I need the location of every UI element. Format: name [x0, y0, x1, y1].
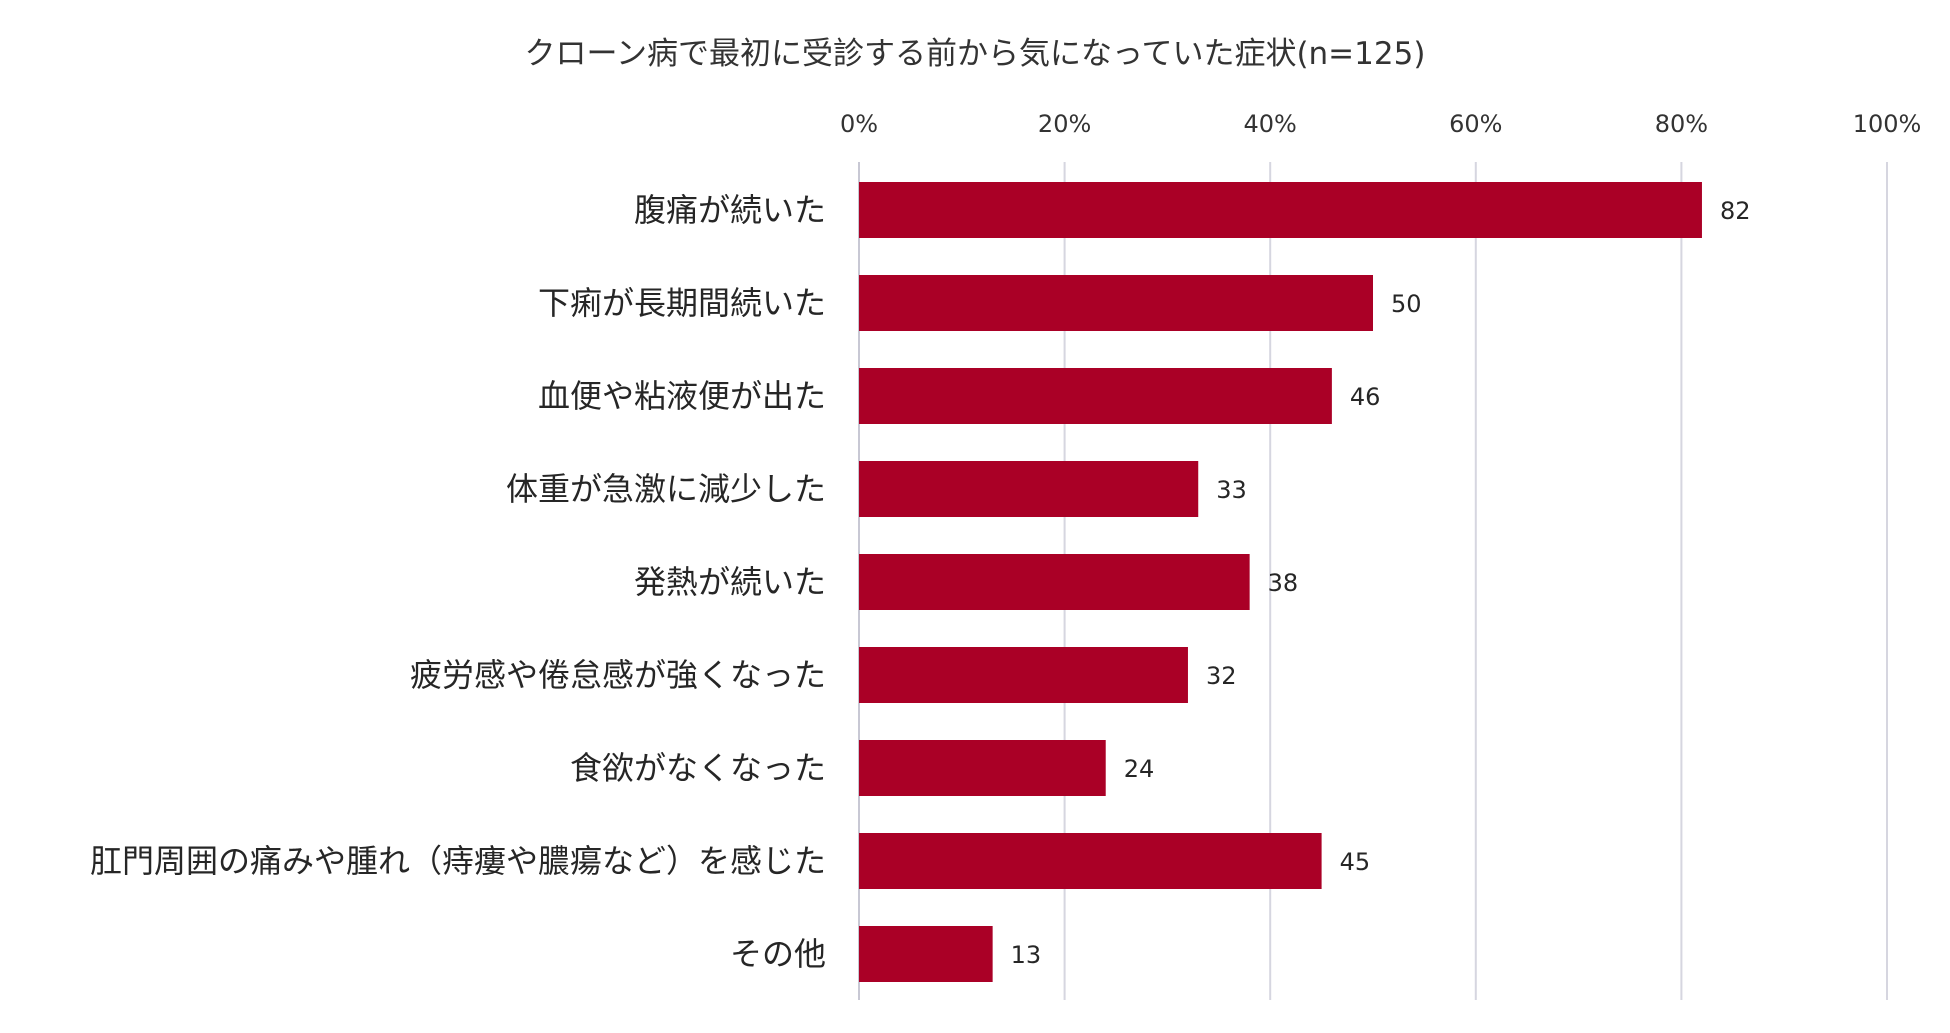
bar: [859, 368, 1332, 424]
data-label: 32: [1206, 662, 1237, 690]
category-label: 食欲がなくなった: [570, 749, 826, 787]
data-label: 45: [1340, 848, 1371, 876]
data-label: 46: [1350, 383, 1381, 411]
category-label: 体重が急激に減少した: [506, 470, 826, 508]
category-label: 肛門周囲の痛みや腫れ（痔瘻や膿瘍など）を感じた: [90, 842, 826, 880]
bar: [859, 833, 1322, 889]
data-labels: 82 50 46 33 38 32 24 45 13: [1011, 197, 1751, 969]
data-label: 33: [1216, 476, 1247, 504]
category-label: 発熱が続いた: [634, 563, 826, 601]
x-tick-label: 60%: [1449, 110, 1502, 138]
bar: [859, 182, 1702, 238]
bar: [859, 647, 1188, 703]
data-label: 38: [1268, 569, 1299, 597]
category-labels: 腹痛が続いた下痢が長期間続いた血便や粘液便が出た体重が急激に減少した発熱が続いた…: [90, 191, 826, 973]
category-label: その他: [730, 935, 826, 973]
bar: [859, 461, 1199, 517]
chart-title: クローン病で最初に受診する前から気になっていた症状(n=125): [525, 36, 1426, 72]
category-label: 疲労感や倦怠感が強くなった: [410, 656, 826, 694]
x-tick-label: 0%: [840, 110, 878, 138]
category-label: 下痢が長期間続いた: [538, 284, 826, 322]
bar: [859, 554, 1250, 610]
bar: [859, 275, 1373, 331]
data-label: 24: [1124, 755, 1155, 783]
data-label: 82: [1720, 197, 1751, 225]
x-axis-ticks: 0% 20% 40% 60% 80% 100%: [840, 110, 1921, 138]
x-tick-label: 80%: [1655, 110, 1708, 138]
x-tick-label: 100%: [1853, 110, 1922, 138]
data-label: 13: [1011, 941, 1042, 969]
bar: [859, 740, 1106, 796]
x-tick-label: 40%: [1244, 110, 1297, 138]
data-label: 50: [1391, 290, 1422, 318]
bars: [859, 182, 1702, 982]
category-label: 腹痛が続いた: [634, 191, 826, 229]
x-tick-label: 20%: [1038, 110, 1091, 138]
category-label: 血便や粘液便が出た: [538, 377, 826, 415]
bar: [859, 926, 993, 982]
